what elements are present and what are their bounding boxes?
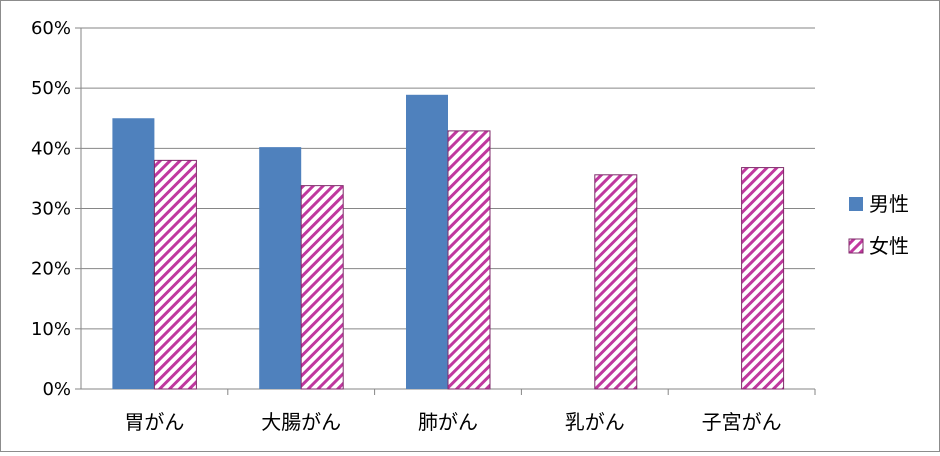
bar-female bbox=[447, 130, 491, 390]
x-category-label: 胃がん bbox=[124, 410, 184, 434]
bar-male bbox=[112, 118, 155, 389]
bar-female bbox=[300, 185, 344, 390]
bar-female bbox=[594, 174, 638, 390]
bar-female bbox=[153, 159, 197, 390]
x-category-label: 大腸がん bbox=[261, 410, 341, 434]
legend-label-male: 男性 bbox=[869, 192, 909, 216]
y-tick-label: 30% bbox=[31, 199, 71, 220]
bar-male bbox=[259, 147, 302, 389]
x-category-label: 乳がん bbox=[565, 410, 625, 434]
y-tick-label: 40% bbox=[31, 138, 71, 159]
legend-label-female: 女性 bbox=[869, 234, 909, 258]
y-tick-label: 20% bbox=[31, 259, 71, 280]
legend-swatch-female bbox=[848, 238, 864, 254]
y-tick-label: 10% bbox=[31, 319, 71, 340]
y-tick-label: 60% bbox=[31, 18, 71, 39]
x-category-label: 子宮がん bbox=[702, 410, 782, 434]
bar-male bbox=[406, 94, 448, 389]
bar-female bbox=[741, 167, 785, 390]
y-tick-label: 0% bbox=[42, 379, 71, 400]
x-category-label: 肺がん bbox=[418, 410, 478, 434]
legend-swatch-male bbox=[849, 197, 863, 211]
y-tick-label: 50% bbox=[31, 78, 71, 99]
